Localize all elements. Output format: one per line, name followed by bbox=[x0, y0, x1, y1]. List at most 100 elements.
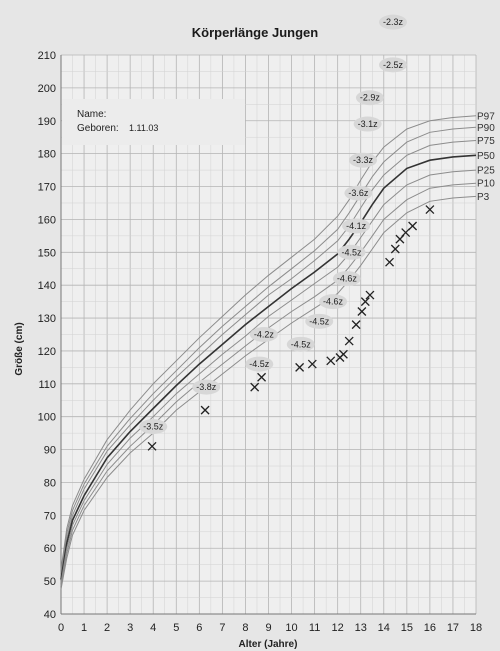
z-score-bubble bbox=[139, 419, 168, 435]
z-score-label: -4.5z bbox=[337, 244, 366, 260]
z-score-label: -3.6z bbox=[344, 185, 373, 201]
y-tick-label: 80 bbox=[44, 477, 56, 489]
measurement-point bbox=[390, 244, 400, 254]
y-tick-label: 160 bbox=[38, 214, 56, 226]
percentile-line-p90 bbox=[60, 126, 477, 573]
z-score-text: -4.5z bbox=[309, 316, 330, 326]
z-score-text: -4.1z bbox=[346, 221, 367, 231]
measurement-point bbox=[200, 405, 210, 415]
x-tick-label: 13 bbox=[355, 622, 367, 634]
percentile-label-p3: P3 bbox=[477, 192, 490, 203]
x-tick-label: 16 bbox=[424, 622, 436, 634]
z-score-text: -3.3z bbox=[353, 155, 374, 165]
measurement-point bbox=[365, 290, 375, 300]
x-axis-label: Alter (Jahre) bbox=[239, 639, 298, 650]
z-score-text: -3.1z bbox=[358, 119, 379, 129]
percentile-line-p75 bbox=[60, 140, 477, 577]
born-label: Geboren: bbox=[77, 123, 119, 134]
x-tick-label: 3 bbox=[127, 622, 133, 634]
z-score-text: -4.5z bbox=[249, 359, 270, 369]
z-score-bubble bbox=[353, 116, 382, 132]
percentile-label-p97: P97 bbox=[477, 111, 495, 122]
y-tick-label: 200 bbox=[38, 83, 56, 95]
z-score-label: -3.5z bbox=[139, 419, 168, 435]
measurement-point bbox=[425, 205, 435, 215]
z-score-label: -4.6z bbox=[332, 271, 361, 287]
z-score-text: -4.2z bbox=[254, 330, 275, 340]
name-label: Name: bbox=[77, 109, 106, 120]
z-score-bubble bbox=[192, 379, 221, 395]
z-score-label: -4.2z bbox=[249, 327, 278, 342]
z-score-bubble bbox=[245, 356, 274, 372]
x-tick-label: 4 bbox=[150, 622, 156, 634]
z-score-bubble bbox=[342, 218, 371, 234]
percentile-label-p75: P75 bbox=[477, 136, 495, 147]
info-box-background bbox=[62, 99, 245, 145]
born-value: 1.11.03 bbox=[129, 123, 158, 133]
measurement-point bbox=[250, 382, 260, 392]
z-score-bubble bbox=[379, 14, 407, 30]
chart-title: Körperlänge Jungen bbox=[192, 25, 318, 40]
y-tick-label: 210 bbox=[38, 50, 56, 62]
measurement-point bbox=[326, 356, 336, 366]
z-score-bubble bbox=[337, 244, 366, 260]
z-score-label: -2.3z bbox=[379, 14, 407, 30]
z-score-labels: -3.5z -3.8z -4.5z -4.2z -4.5z -4.5z -4.6z -4.6z… bbox=[139, 14, 407, 435]
z-score-bubble bbox=[344, 185, 373, 201]
measurement-point bbox=[401, 228, 411, 238]
measurement-point bbox=[385, 257, 395, 267]
z-score-label: -4.5z bbox=[305, 313, 334, 329]
z-score-text: -2.9z bbox=[360, 93, 381, 103]
percentile-line-p50 bbox=[60, 154, 477, 580]
x-tick-label: 6 bbox=[196, 622, 202, 634]
y-tick-label: 140 bbox=[38, 280, 56, 292]
measurement-point bbox=[357, 307, 367, 316]
x-tick-label: 11 bbox=[309, 622, 320, 634]
z-score-bubble bbox=[332, 271, 361, 287]
x-tick-label: 8 bbox=[242, 622, 248, 634]
y-tick-label: 180 bbox=[38, 149, 56, 161]
x-tick-label: 14 bbox=[378, 622, 390, 634]
z-score-label: -2.5z bbox=[379, 57, 407, 73]
z-score-bubble bbox=[379, 57, 407, 73]
y-tick-label: 60 bbox=[44, 543, 56, 555]
y-axis-label: Größe (cm) bbox=[14, 322, 25, 375]
y-tick-label: 40 bbox=[44, 609, 56, 621]
z-score-bubble bbox=[286, 336, 315, 352]
x-tick-label: 0 bbox=[58, 622, 64, 634]
x-tick-label: 1 bbox=[81, 622, 87, 634]
x-tick-label: 15 bbox=[401, 622, 413, 634]
z-score-text: -2.3z bbox=[383, 17, 404, 27]
measurement-point bbox=[307, 359, 317, 369]
x-tick-label: 10 bbox=[285, 622, 297, 634]
info-box: Name: Geboren: 1.11.03 bbox=[62, 99, 245, 145]
z-score-label: -4.5z bbox=[245, 356, 274, 372]
measurement-point bbox=[408, 221, 418, 231]
z-score-label: -2.9z bbox=[355, 90, 384, 106]
z-score-label: -3.8z bbox=[192, 379, 221, 395]
x-tick-label: 18 bbox=[470, 622, 482, 634]
x-tick-label: 17 bbox=[447, 622, 459, 634]
z-score-label: -3.1z bbox=[353, 116, 382, 132]
y-tick-label: 70 bbox=[44, 510, 56, 522]
z-score-label: -4.6z bbox=[319, 294, 348, 310]
y-tick-label: 190 bbox=[38, 116, 56, 128]
x-tick-label: 12 bbox=[332, 622, 344, 634]
y-tick-label: 100 bbox=[38, 412, 56, 424]
measurement-markers bbox=[147, 205, 435, 451]
z-score-label: -4.5z bbox=[286, 336, 315, 352]
x-tick-label: 9 bbox=[265, 622, 271, 634]
measurement-point bbox=[257, 372, 267, 382]
z-score-text: -2.5z bbox=[383, 60, 404, 70]
z-score-text: -4.6z bbox=[337, 274, 358, 284]
measurement-point bbox=[360, 297, 370, 307]
z-score-bubble bbox=[305, 313, 334, 329]
percentile-line-p97 bbox=[60, 115, 477, 570]
measurement-point bbox=[338, 349, 348, 359]
z-score-text: -4.6z bbox=[323, 297, 344, 307]
percentile-lines bbox=[60, 115, 477, 590]
x-tick-labels: 0 1 2 3 4 5 6 7 8 9 10 11 12 13 14 15 16 17 18 bbox=[58, 622, 482, 634]
z-score-text: -3.8z bbox=[196, 382, 217, 392]
z-score-text: -3.5z bbox=[143, 422, 164, 432]
